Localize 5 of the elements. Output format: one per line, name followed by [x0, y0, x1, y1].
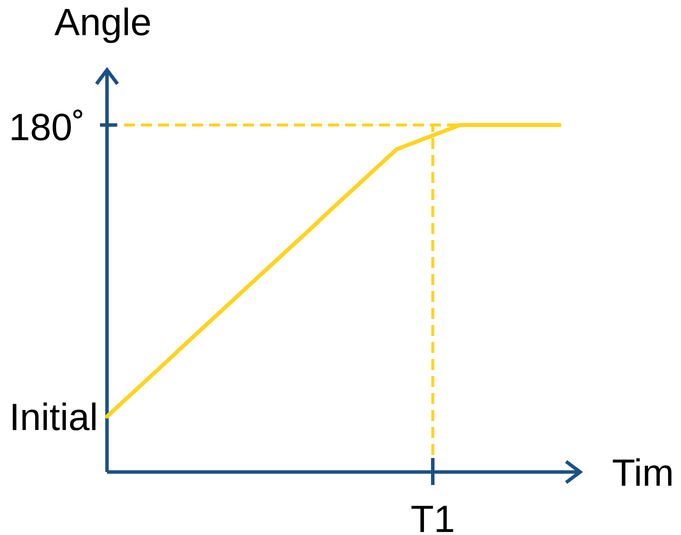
x-axis-title: Tim	[612, 458, 672, 486]
text: Initial	[12, 402, 96, 430]
ref-line-label: 180˚	[12, 109, 82, 140]
y-axis-title: Angle	[54, 8, 150, 43]
text: T1	[411, 506, 454, 532]
